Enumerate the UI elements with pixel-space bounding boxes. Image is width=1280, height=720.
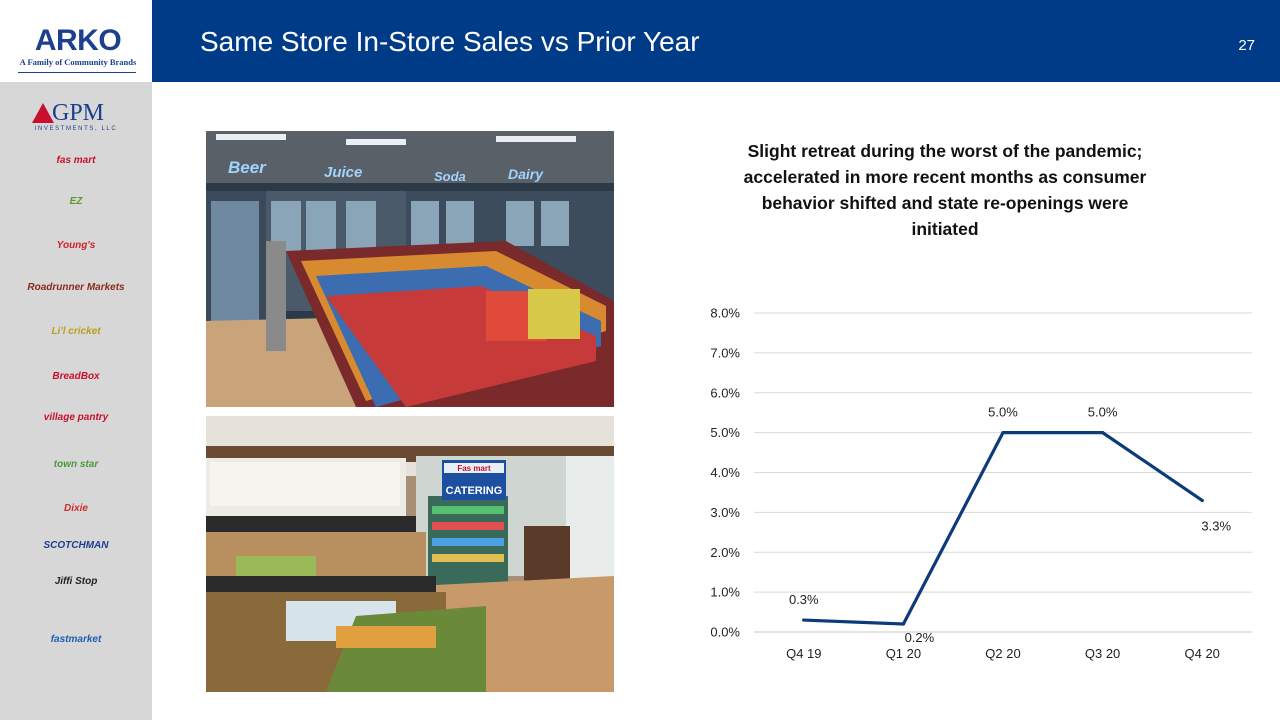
data-label-0: 0.3% bbox=[789, 592, 819, 607]
y-tick-label-0: 0.0% bbox=[710, 625, 740, 640]
data-label-1: 0.2% bbox=[905, 630, 935, 645]
brand-logo-9: SCOTCHMAN bbox=[43, 540, 109, 551]
y-tick-label-8: 8.0% bbox=[710, 306, 740, 321]
logo-divider bbox=[18, 72, 136, 73]
page-number: 27 bbox=[1238, 37, 1255, 54]
y-tick-label-2: 2.0% bbox=[710, 545, 740, 560]
y-tick-label-3: 3.0% bbox=[710, 505, 740, 520]
slide-title: Same Store In-Store Sales vs Prior Year bbox=[200, 26, 700, 57]
sign-fas-mart: Fas mart bbox=[457, 464, 491, 473]
sign-catering: CATERING bbox=[446, 485, 503, 497]
store-aisle-photo: Beer Juice Soda Dairy bbox=[206, 131, 614, 407]
data-point-4 bbox=[1200, 498, 1204, 503]
catering-illustration: Fas mart CATERING bbox=[206, 416, 614, 692]
data-label-4: 3.3% bbox=[1201, 518, 1231, 533]
sign-soda: Soda bbox=[434, 169, 466, 184]
sign-juice: Juice bbox=[324, 164, 362, 181]
store-aisle-illustration: Beer Juice Soda Dairy bbox=[206, 131, 614, 407]
brand-logo-2: Young's bbox=[56, 240, 96, 251]
y-tick-label-1: 1.0% bbox=[710, 585, 740, 600]
brand-logo-11: fastmarket bbox=[50, 634, 102, 645]
y-tick-label-7: 7.0% bbox=[710, 345, 740, 360]
sales-line-chart-svg: 0.0% 1.0% 2.0% 3.0% 4.0% 5.0% 6.0% 7.0% 8.0% Q4 1… bbox=[710, 306, 1252, 661]
series-line bbox=[802, 431, 1204, 626]
sign-dairy: Dairy bbox=[508, 166, 544, 182]
x-tick-label-1: Q1 20 bbox=[886, 646, 921, 661]
brand-logo-6: village pantry bbox=[43, 412, 109, 423]
sign-beer: Beer bbox=[228, 158, 267, 177]
brand-logo-1: EZ bbox=[69, 196, 83, 207]
arko-logo: ARKO A Family of Community Brands bbox=[0, 0, 152, 82]
data-point-0 bbox=[802, 618, 806, 622]
data-point-1 bbox=[901, 622, 905, 626]
x-tick-label-0: Q4 19 bbox=[786, 646, 821, 661]
brand-logo-0: fas mart bbox=[56, 155, 96, 166]
x-tick-label-3: Q3 20 bbox=[1085, 646, 1120, 661]
gpm-logo: GPM bbox=[51, 100, 105, 126]
brand-logo-7: town star bbox=[53, 459, 99, 470]
y-tick-label-5: 5.0% bbox=[710, 425, 740, 440]
x-tick-label-4: Q4 20 bbox=[1184, 646, 1219, 661]
slide-header: Same Store In-Store Sales vs Prior Year … bbox=[152, 0, 1280, 82]
gpm-logo-sub: INVESTMENTS, LLC bbox=[34, 126, 118, 132]
brand-logo-8: Dixie bbox=[64, 503, 88, 514]
data-point-2 bbox=[1001, 431, 1005, 435]
data-point-3 bbox=[1101, 431, 1105, 435]
brand-sidebar: ARKO A Family of Community Brands GPM IN… bbox=[0, 0, 152, 720]
brand-logo-10: Jiffi Stop bbox=[54, 576, 98, 587]
chart-headline: Slight retreat during the worst of the p… bbox=[743, 141, 1147, 239]
gpm-triangle-icon bbox=[32, 103, 54, 123]
data-label-3: 5.0% bbox=[1088, 405, 1118, 420]
y-tick-label-4: 4.0% bbox=[710, 465, 740, 480]
sales-line-chart: 0.0% 1.0% 2.0% 3.0% 4.0% 5.0% 6.0% 7.0% 8.0% Q4 1… bbox=[690, 300, 1270, 670]
catering-counter-photo: Fas mart CATERING bbox=[206, 416, 614, 692]
brand-logo-5: BreadBox bbox=[52, 371, 100, 382]
data-label-2: 5.0% bbox=[988, 405, 1018, 420]
y-tick-label-6: 6.0% bbox=[710, 385, 740, 400]
arko-logo-tagline: A Family of Community Brands bbox=[19, 57, 137, 67]
arko-logo-word: ARKO bbox=[34, 24, 122, 57]
brand-logo-4: Li'l cricket bbox=[51, 326, 101, 337]
x-tick-label-2: Q2 20 bbox=[985, 646, 1020, 661]
brand-logo-3: Roadrunner Markets bbox=[27, 282, 125, 293]
